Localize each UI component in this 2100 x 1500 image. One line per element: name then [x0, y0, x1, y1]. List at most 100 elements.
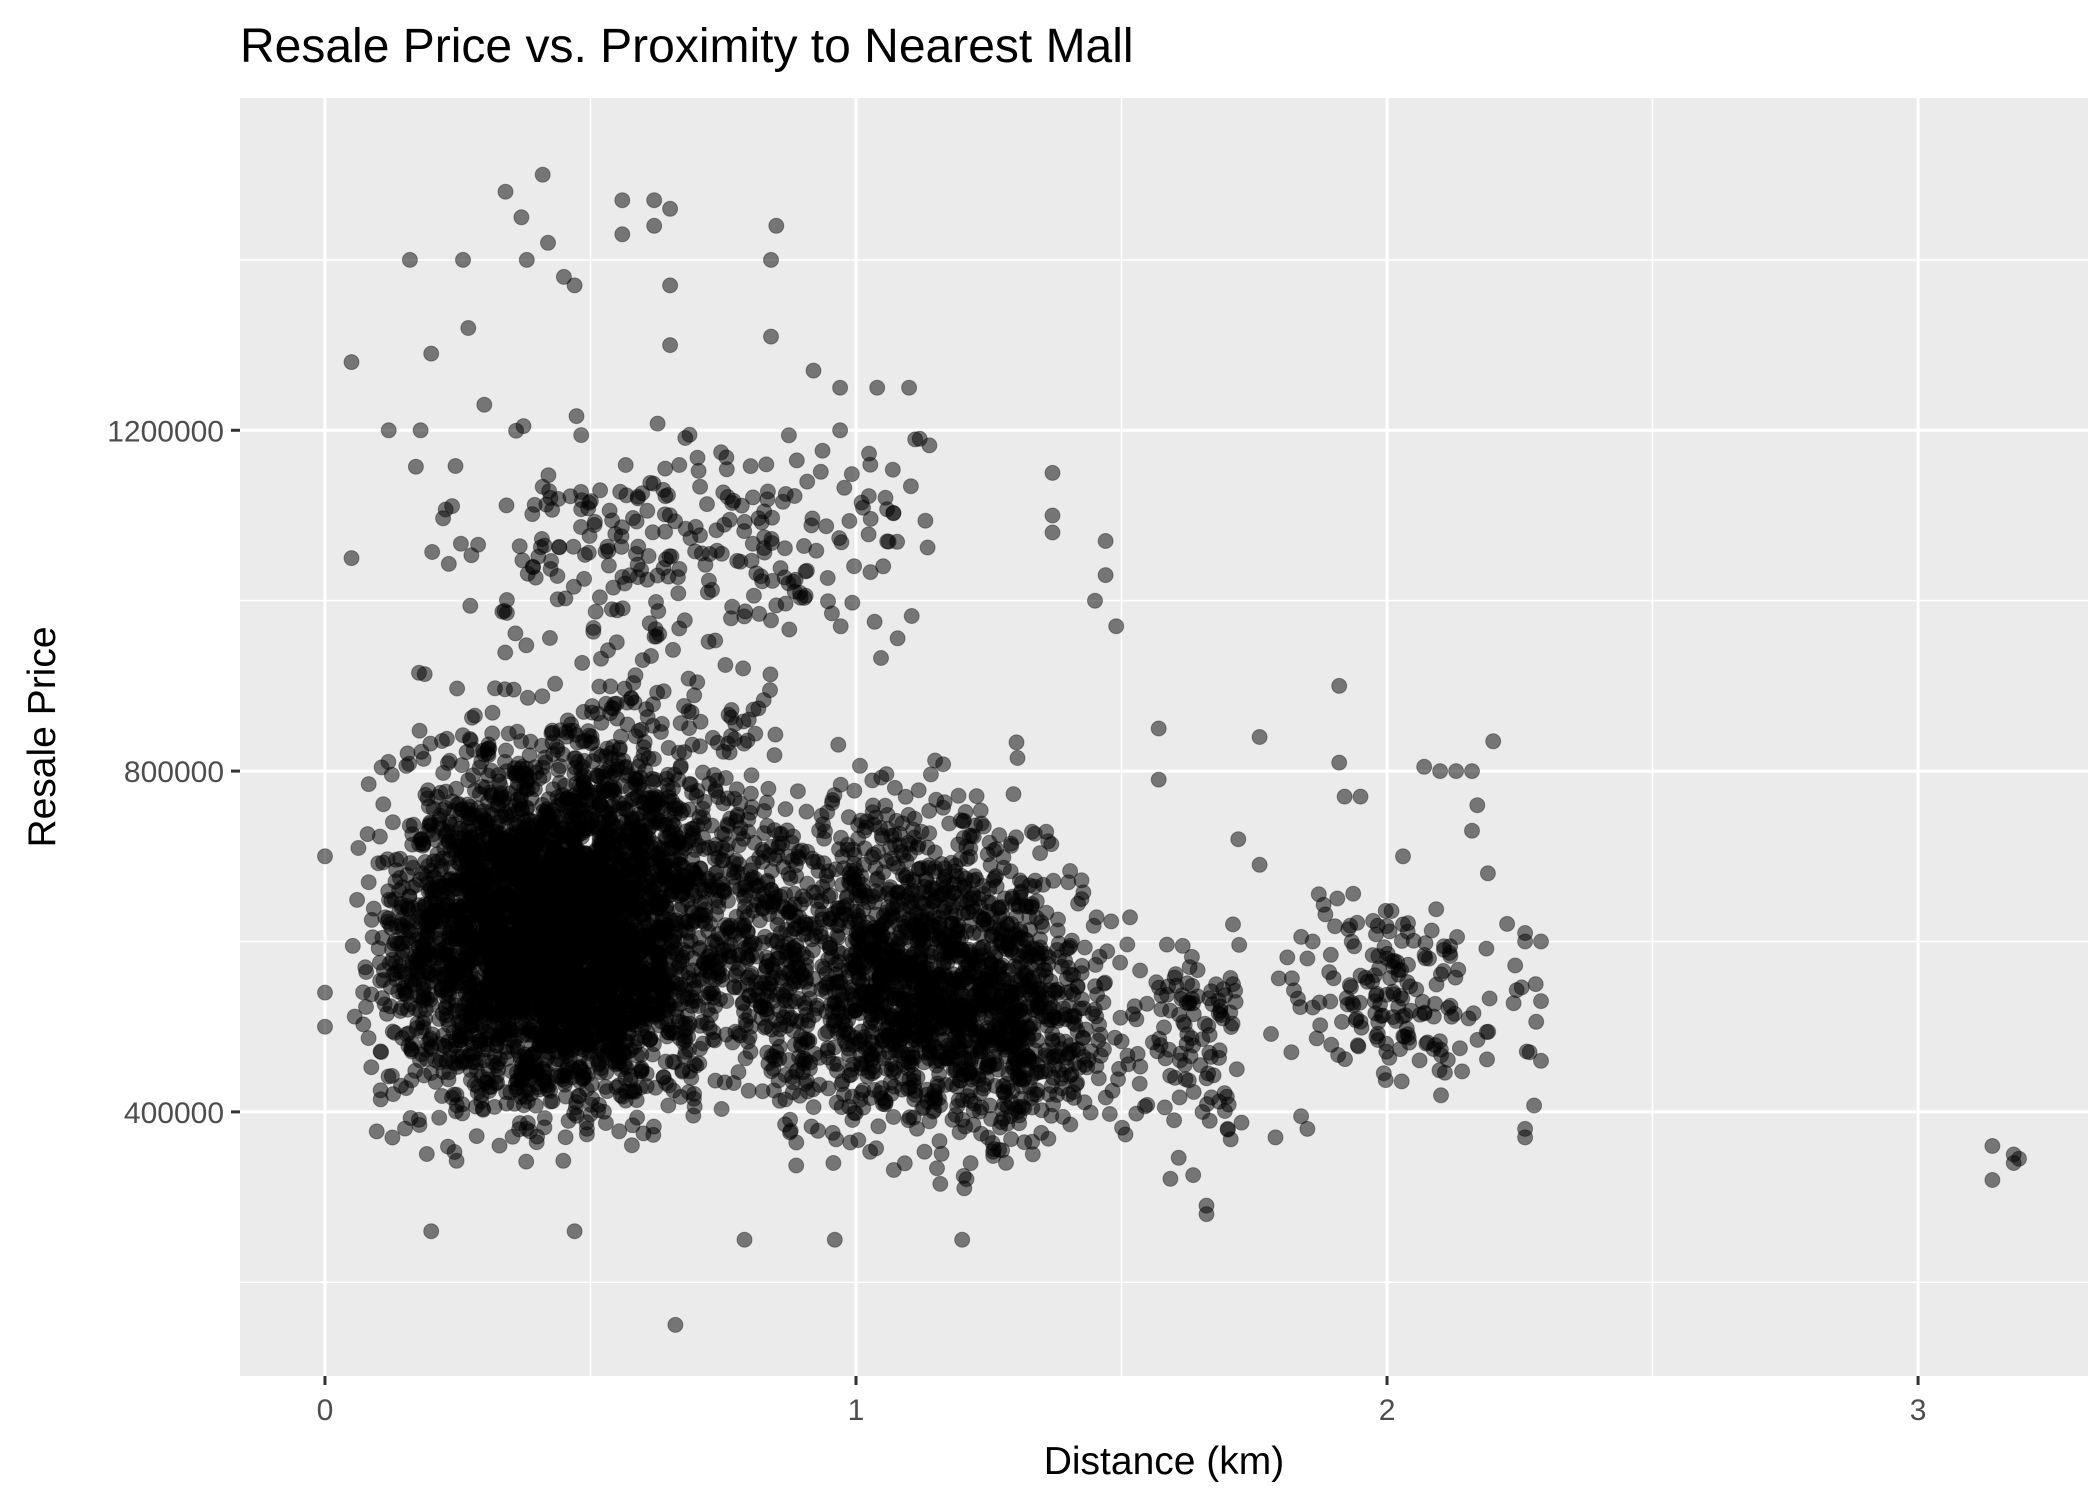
data-point: [555, 1152, 572, 1169]
data-point: [518, 908, 535, 925]
data-point: [629, 980, 646, 997]
data-point: [423, 1040, 440, 1057]
data-point: [462, 1072, 479, 1088]
data-point: [742, 785, 759, 802]
data-point: [593, 864, 610, 881]
data-point: [689, 674, 706, 691]
data-point: [384, 1129, 401, 1146]
data-point: [649, 1006, 666, 1023]
data-point: [560, 1016, 577, 1033]
data-point: [541, 933, 558, 950]
data-point: [387, 873, 404, 890]
data-point: [635, 739, 652, 756]
data-point: [344, 937, 361, 954]
data-point: [554, 820, 571, 837]
data-point: [681, 720, 698, 737]
data-point: [581, 919, 598, 936]
data-point: [350, 840, 367, 856]
data-point: [556, 777, 573, 794]
data-point: [355, 1016, 372, 1033]
data-point: [692, 1040, 708, 1057]
data-point: [591, 678, 608, 695]
data-point: [1008, 734, 1025, 751]
data-point: [380, 1068, 397, 1085]
data-point: [528, 1134, 545, 1151]
data-point: [603, 895, 620, 912]
data-points: [317, 166, 2027, 1333]
data-point: [623, 1137, 640, 1154]
data-point: [507, 625, 524, 642]
data-point: [382, 998, 399, 1015]
data-point: [418, 1146, 435, 1162]
data-point: [548, 1043, 565, 1060]
data-point: [482, 972, 499, 989]
data-point: [360, 874, 377, 891]
data-point: [401, 755, 418, 772]
data-point: [564, 800, 581, 817]
data-point: [644, 1046, 661, 1063]
data-point: [436, 840, 453, 856]
data-point: [630, 722, 647, 739]
data-point: [584, 1031, 601, 1048]
data-point: [633, 1060, 650, 1077]
data-point: [922, 766, 939, 783]
data-point: [659, 1028, 676, 1045]
data-point: [710, 789, 727, 806]
data-point: [446, 1144, 463, 1160]
data-point: [680, 703, 697, 720]
data-point: [547, 675, 564, 692]
data-point: [534, 737, 550, 754]
data-point: [556, 1076, 573, 1093]
data-point: [583, 728, 600, 745]
data-point: [578, 861, 595, 878]
chart-title: Resale Price vs. Proximity to Nearest Ma…: [240, 20, 1134, 73]
data-point: [686, 1098, 703, 1115]
data-point: [375, 796, 392, 813]
data-point: [382, 978, 399, 995]
data-point: [598, 763, 615, 780]
data-point: [620, 997, 637, 1014]
data-point: [700, 923, 717, 940]
data-point: [389, 935, 406, 952]
data-point: [788, 1157, 805, 1174]
data-point: [434, 733, 450, 749]
data-point: [448, 1086, 465, 1103]
data-point: [541, 630, 558, 646]
data-point: [842, 1134, 859, 1151]
data-point: [619, 1044, 636, 1061]
data-point: [569, 976, 586, 993]
data-point: [416, 666, 433, 683]
data-point: [490, 767, 507, 783]
data-point: [681, 1015, 698, 1032]
data-point: [710, 898, 727, 915]
data-point: [383, 892, 400, 909]
data-point: [484, 704, 501, 721]
data-point: [661, 911, 678, 928]
data-point: [518, 1153, 535, 1170]
data-point: [658, 978, 675, 994]
data-point: [504, 1128, 521, 1145]
data-point: [547, 912, 563, 929]
data-point: [569, 990, 586, 1007]
data-point: [477, 879, 494, 895]
data-point: [500, 725, 517, 742]
data-point: [526, 947, 542, 964]
data-point: [672, 758, 689, 774]
data-point: [717, 657, 734, 673]
data-point: [430, 853, 447, 870]
data-point: [373, 759, 390, 776]
data-point: [708, 772, 725, 789]
data-point: [445, 802, 462, 819]
data-point: [617, 968, 634, 985]
data-point: [574, 654, 591, 671]
data-point: [449, 680, 466, 697]
data-point: [574, 937, 591, 954]
data-point: [439, 1011, 455, 1028]
data-point: [479, 858, 495, 874]
data-point: [732, 820, 749, 837]
data-point: [424, 997, 440, 1013]
data-point: [360, 1030, 377, 1047]
data-point: [534, 688, 551, 705]
data-point: [630, 1013, 647, 1030]
data-point: [435, 765, 452, 781]
